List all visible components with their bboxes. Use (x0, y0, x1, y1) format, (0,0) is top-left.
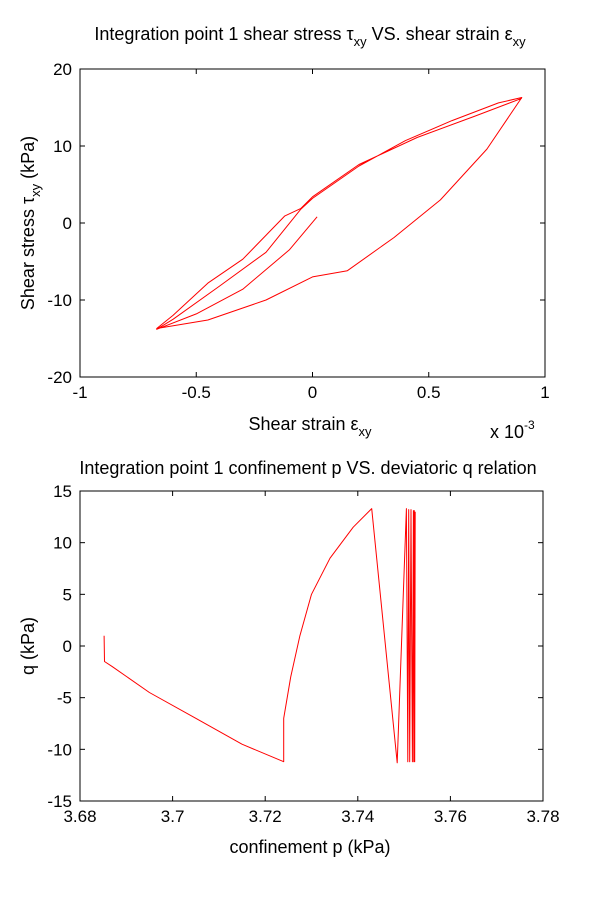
chart-1-ylabel-suffix: (kPa) (18, 136, 38, 184)
chart-1-ylabel-prefix: Shear stress (18, 204, 38, 310)
y-tick-label: 0 (63, 637, 72, 656)
x-tick-label: 3.68 (63, 807, 96, 826)
x-tick-label: -0.5 (182, 383, 211, 402)
y-tick-label: -10 (47, 740, 72, 759)
x-tick-label: 3.74 (341, 807, 374, 826)
x-tick-label: 3.78 (526, 807, 559, 826)
chart-1-x-axis-label: Shear strain εxy (248, 414, 372, 439)
y-tick-label: 15 (53, 482, 72, 501)
chart-1-title-epsilon: ε (505, 24, 513, 44)
chart-1-title-tau: τ (346, 24, 353, 44)
y-tick-label: 5 (63, 585, 72, 604)
chart-2-x-axis-label: confinement p (kPa) (229, 837, 390, 857)
chart-2: Integration point 1 confinement p VS. de… (18, 458, 560, 857)
y-tick-label: -20 (47, 368, 72, 387)
y-tick-label: 20 (53, 60, 72, 79)
chart-1-series-group (156, 97, 523, 330)
chart-1: Integration point 1 shear stress τxy VS.… (18, 24, 550, 442)
chart-1-ylabel-tau: τ (18, 197, 38, 204)
x-tick-label: -1 (72, 383, 87, 402)
x-tick-label: 1 (540, 383, 549, 402)
chart-1-title-sub1: xy (354, 34, 368, 49)
chart-1-x-multiplier-base: x 10 (490, 422, 524, 442)
series-line (156, 97, 523, 330)
chart-1-ylabel-sub: xy (28, 183, 43, 197)
y-tick-label: -5 (57, 689, 72, 708)
y-tick-label: -15 (47, 792, 72, 811)
chart-1-title-sub2: xy (513, 34, 527, 49)
x-tick-label: 0.5 (417, 383, 441, 402)
chart-1-y-axis-label: Shear stress τxy (kPa) (18, 136, 43, 310)
chart-1-xlabel-sub: xy (359, 424, 373, 439)
chart-1-x-multiplier: x 10-3 (490, 418, 535, 442)
chart-1-xlabel-epsilon: ε (351, 414, 359, 434)
x-tick-label: 0 (308, 383, 317, 402)
chart-1-title: Integration point 1 shear stress τxy VS.… (94, 24, 526, 49)
chart-2-plot-area (79, 490, 544, 802)
chart-2-series-group (103, 508, 416, 764)
y-tick-label: 10 (53, 534, 72, 553)
x-tick-label: 3.76 (434, 807, 467, 826)
chart-1-title-prefix: Integration point 1 shear stress (94, 24, 346, 44)
chart-1-x-multiplier-exp: -3 (524, 418, 535, 432)
x-tick-label: 3.7 (161, 807, 185, 826)
y-tick-label: 0 (63, 214, 72, 233)
y-tick-label: 10 (53, 137, 72, 156)
chart-2-y-axis-label: q (kPa) (18, 617, 38, 675)
y-tick-label: -10 (47, 291, 72, 310)
chart-1-ticks: -1 -0.5 0 0.5 1 -20 -10 0 10 20 (47, 60, 549, 402)
chart-2-ticks: 3.68 3.7 3.72 3.74 3.76 3.78 -15 -10 -5 0 5 10 15 (47, 482, 559, 826)
x-tick-label: 3.72 (249, 807, 282, 826)
chart-1-xlabel-prefix: Shear strain (248, 414, 350, 434)
chart-1-title-mid: VS. shear strain (367, 24, 505, 44)
series-line (103, 508, 416, 764)
chart-2-title: Integration point 1 confinement p VS. de… (79, 458, 536, 478)
